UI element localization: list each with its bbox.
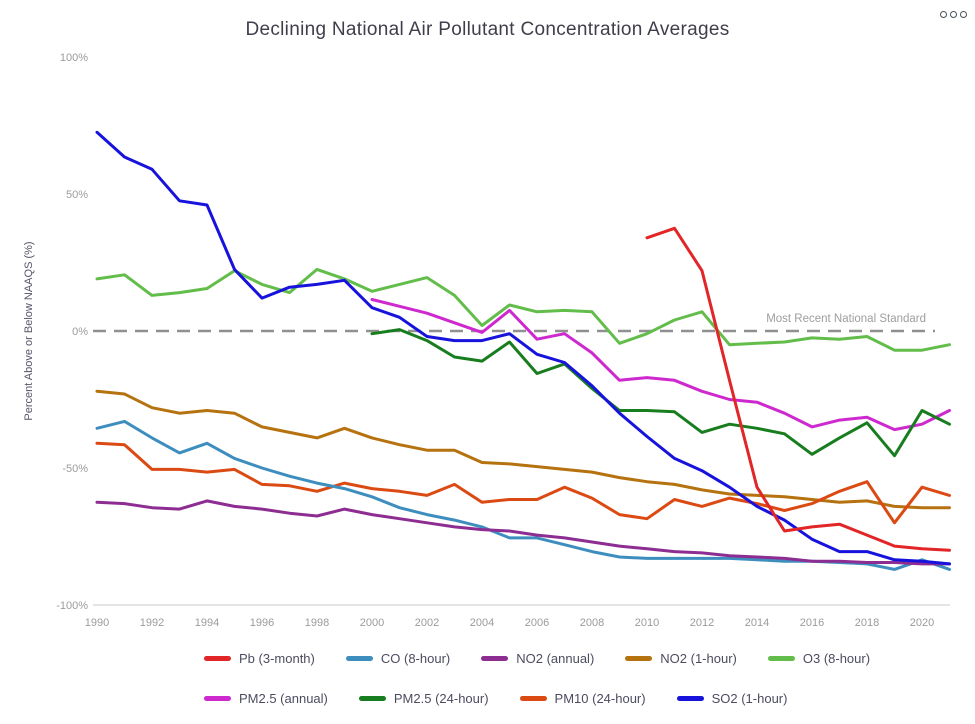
- legend-swatch: [676, 696, 704, 701]
- x-axis-tick-label: 2018: [855, 617, 879, 629]
- x-axis-tick-label: 1992: [140, 617, 164, 629]
- legend-item-no2-1-hour[interactable]: NO2 (1-hour): [625, 651, 737, 666]
- series-line-co-8-hour: [95, 419, 951, 571]
- y-axis-tick-label: 100%: [60, 52, 88, 64]
- legend-item-pm10-24-hour[interactable]: PM10 (24-hour): [519, 691, 646, 706]
- legend-swatch: [767, 656, 795, 661]
- series-line-pm2-5-annual: [370, 298, 951, 432]
- series-line-no2-annual: [95, 499, 951, 566]
- legend-item-pm2-5-annual[interactable]: PM2.5 (annual): [204, 691, 328, 706]
- series-line-pm10-24-hour: [95, 441, 951, 525]
- legend-row-1: Pb (3-month) CO (8-hour) NO2 (annual) NO2 (…: [204, 651, 870, 666]
- legend-item-pb-3-month[interactable]: Pb (3-month): [204, 651, 315, 666]
- legend-swatch: [204, 656, 231, 661]
- legend-swatch: [625, 656, 653, 661]
- x-axis-tick-label: 2012: [690, 617, 714, 629]
- legend-item-co-8-hour[interactable]: CO (8-hour): [345, 651, 451, 666]
- legend-label: PM10 (24-hour): [554, 691, 646, 706]
- legend-label: PM2.5 (24-hour): [393, 691, 489, 706]
- series-line-pb-3-month: [645, 226, 951, 552]
- x-axis-tick-label: 1994: [195, 617, 219, 629]
- series-line-pm2-5-24-hour: [370, 328, 951, 458]
- legend-item-pm2-5-24-hour[interactable]: PM2.5 (24-hour): [358, 691, 489, 706]
- legend-item-o3-8-hour[interactable]: O3 (8-hour): [767, 651, 871, 666]
- reference-line-annotation: Most Recent National Standard: [766, 313, 926, 325]
- legend-swatch: [204, 696, 231, 701]
- legend-label: NO2 (1-hour): [660, 651, 737, 666]
- y-axis-tick-label: -50%: [62, 463, 88, 475]
- y-axis-tick-label: 0%: [72, 326, 88, 338]
- legend-label: SO2 (1-hour): [711, 691, 788, 706]
- legend-label: NO2 (annual): [516, 651, 595, 666]
- y-axis-title: Percent Above or Below NAAQS (%): [23, 241, 35, 420]
- legend-label: CO (8-hour): [380, 651, 451, 666]
- series-line-no2-1-hour: [95, 389, 951, 510]
- x-axis-tick-label: 1996: [250, 617, 274, 629]
- x-axis-tick-label: 2020: [910, 617, 934, 629]
- y-axis-tick-label: 50%: [66, 189, 88, 201]
- legend-item-no2-annual[interactable]: NO2 (annual): [481, 651, 594, 666]
- series-line-o3-8-hour: [95, 267, 951, 352]
- line-chart: 100% 50% 0% -50% -100% 1990 1992 1994 1996 1998 20…: [23, 52, 951, 629]
- page-title: Declining National Air Pollutant Concent…: [245, 18, 730, 40]
- series-line-so2-1-hour: [95, 130, 951, 566]
- x-axis-tick-label: 1998: [305, 617, 329, 629]
- legend-label: PM2.5 (annual): [239, 691, 328, 706]
- x-axis-tick-label: 2000: [360, 617, 384, 629]
- legend-swatch: [358, 696, 386, 701]
- legend-swatch: [345, 656, 373, 661]
- legend-row-2: PM2.5 (annual) PM2.5 (24-hour) PM10 (24-ho…: [204, 691, 787, 706]
- legend-swatch: [481, 656, 509, 661]
- x-axis-tick-label: 2014: [745, 617, 769, 629]
- menu-dot: [960, 11, 967, 18]
- x-axis-tick-label: 2008: [580, 617, 604, 629]
- y-axis-tick-label: -100%: [56, 600, 88, 612]
- menu-dot: [940, 11, 947, 18]
- legend-label: O3 (8-hour): [802, 651, 871, 666]
- menu-dot: [950, 11, 957, 18]
- overflow-menu-icon[interactable]: [938, 9, 969, 20]
- x-axis-tick-label: 2010: [635, 617, 659, 629]
- x-axis-tick-label: 2002: [415, 617, 439, 629]
- x-axis-tick-label: 2016: [800, 617, 824, 629]
- legend-swatch: [519, 696, 547, 701]
- legend-item-so2-1-hour[interactable]: SO2 (1-hour): [676, 691, 788, 706]
- legend-label: Pb (3-month): [239, 651, 315, 666]
- x-axis-tick-label: 2006: [525, 617, 549, 629]
- x-axis-tick-label: 1990: [85, 617, 109, 629]
- x-axis-tick-label: 2004: [470, 617, 494, 629]
